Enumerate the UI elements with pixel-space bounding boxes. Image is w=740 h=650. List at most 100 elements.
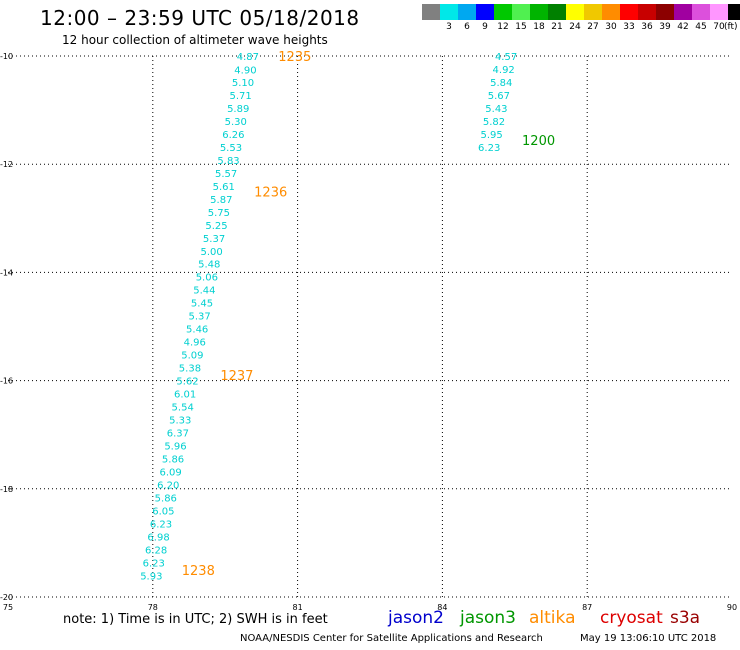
data-point-label: 5.61: [213, 182, 235, 193]
data-point-label: 6.26: [222, 130, 244, 141]
data-point-label: 6.37: [167, 429, 189, 440]
color-scale-swatch: [422, 4, 440, 20]
color-scale-label: 36: [641, 22, 653, 32]
legend-item-jason2: jason2: [388, 608, 444, 628]
data-point-label: 5.48: [198, 260, 220, 271]
data-point-label: 6.23: [478, 143, 500, 154]
y-tick-label: -14: [0, 268, 13, 277]
data-point-label: 5.00: [201, 247, 223, 258]
data-point-label: 5.53: [220, 143, 242, 154]
footer-note: note: 1) Time is in UTC; 2) SWH is in fe…: [63, 612, 328, 627]
color-scale-swatch: [476, 4, 494, 20]
data-point-label: 5.54: [172, 403, 194, 414]
color-scale-label: 21: [551, 22, 563, 32]
data-point-label: 6.23: [143, 558, 165, 569]
time-annotation: 1237: [220, 369, 253, 384]
data-point-label: 5.25: [205, 221, 227, 232]
footer-timestamp: May 19 13:06:10 UTC 2018: [580, 633, 717, 644]
data-point-label: 4.57: [495, 52, 517, 63]
data-point-label: 5.93: [140, 571, 162, 582]
data-point-label: 6.98: [147, 532, 169, 543]
time-annotation: 1235: [278, 50, 311, 65]
y-tick-label: -18: [0, 485, 13, 494]
color-scale-swatch: [530, 4, 548, 20]
data-point-label: 4.96: [184, 338, 206, 349]
data-point-label: 6.28: [145, 545, 167, 556]
color-scale-swatch: [710, 4, 728, 20]
x-tick-label: 87: [582, 603, 592, 612]
data-point-label: 5.09: [181, 351, 203, 362]
legend-item-cryosat: cryosat: [600, 608, 663, 628]
data-point-label: 5.82: [483, 117, 505, 128]
data-point-label: 5.96: [164, 442, 186, 453]
legend-item-jason3: jason3: [460, 608, 516, 628]
data-point-label: 5.10: [232, 78, 254, 89]
data-point-label: 5.37: [188, 312, 210, 323]
data-point-label: 6.01: [174, 390, 196, 401]
color-scale-label: 24: [569, 22, 581, 32]
chart-subtitle: 12 hour collection of altimeter wave hei…: [62, 33, 328, 47]
color-scale-swatch: [656, 4, 674, 20]
time-annotation: 1236: [254, 185, 287, 200]
data-point-label: 5.84: [490, 78, 512, 89]
time-annotation: 1200: [522, 134, 555, 149]
color-scale-swatch: [512, 4, 530, 20]
data-point-label: 5.83: [217, 156, 239, 167]
color-scale-label: 30: [605, 22, 617, 32]
data-point-label: 5.37: [203, 234, 225, 245]
color-scale-swatch: [566, 4, 584, 20]
color-scale-label: 70: [713, 22, 725, 32]
data-point-label: 6.20: [157, 480, 179, 491]
data-point-label: 5.44: [193, 286, 215, 297]
color-scale-label: 3: [446, 22, 452, 32]
color-scale-swatch: [494, 4, 512, 20]
data-point-label: 4.90: [234, 66, 256, 77]
x-tick-label: 90: [727, 603, 737, 612]
color-scale-label: 9: [482, 22, 488, 32]
data-point-label: 6.23: [150, 519, 172, 530]
color-scale-swatch: [440, 4, 458, 20]
color-scale-swatch: [728, 4, 740, 20]
data-point-label: 5.87: [210, 195, 232, 206]
legend-item-altika: altika: [529, 608, 576, 628]
color-scale-label: 18: [533, 22, 545, 32]
color-scale-label: 15: [515, 22, 527, 32]
data-point-label: 5.75: [208, 208, 230, 219]
data-point-label: 5.89: [227, 104, 249, 115]
data-point-label: 5.86: [162, 455, 184, 466]
color-scale-swatch: [620, 4, 638, 20]
color-scale-unit: (ft): [724, 22, 738, 32]
time-annotation: 1238: [182, 564, 215, 579]
color-scale-swatch: [692, 4, 710, 20]
color-scale-swatch: [674, 4, 692, 20]
color-scale-swatch: [548, 4, 566, 20]
color-scale-label: 27: [587, 22, 599, 32]
data-point-label: 5.46: [186, 325, 208, 336]
y-tick-label: -20: [0, 593, 13, 602]
data-point-label: 5.06: [196, 273, 218, 284]
x-tick-label: 78: [148, 603, 158, 612]
y-tick-label: -10: [0, 52, 13, 61]
chart-title: 12:00 – 23:59 UTC 05/18/2018: [40, 6, 360, 30]
color-scale-label: 6: [464, 22, 470, 32]
data-point-label: 5.67: [488, 91, 510, 102]
data-point-label: 5.43: [485, 104, 507, 115]
y-tick-label: -16: [0, 377, 13, 386]
data-point-label: 6.05: [152, 506, 174, 517]
data-point-label: 5.62: [176, 377, 198, 388]
x-tick-label: 81: [293, 603, 303, 612]
color-scale-swatch: [584, 4, 602, 20]
data-point-label: 5.30: [225, 117, 247, 128]
data-point-label: 5.45: [191, 299, 213, 310]
data-point-label: 5.95: [480, 130, 502, 141]
data-point-label: 4.92: [493, 65, 515, 76]
footer-credit: NOAA/NESDIS Center for Satellite Applica…: [240, 633, 543, 644]
data-point-label: 5.86: [155, 493, 177, 504]
color-scale-swatch: [458, 4, 476, 20]
color-scale-label: 39: [659, 22, 671, 32]
color-scale-label: 33: [623, 22, 635, 32]
color-scale-swatch: [602, 4, 620, 20]
x-tick-label: 84: [437, 603, 447, 612]
